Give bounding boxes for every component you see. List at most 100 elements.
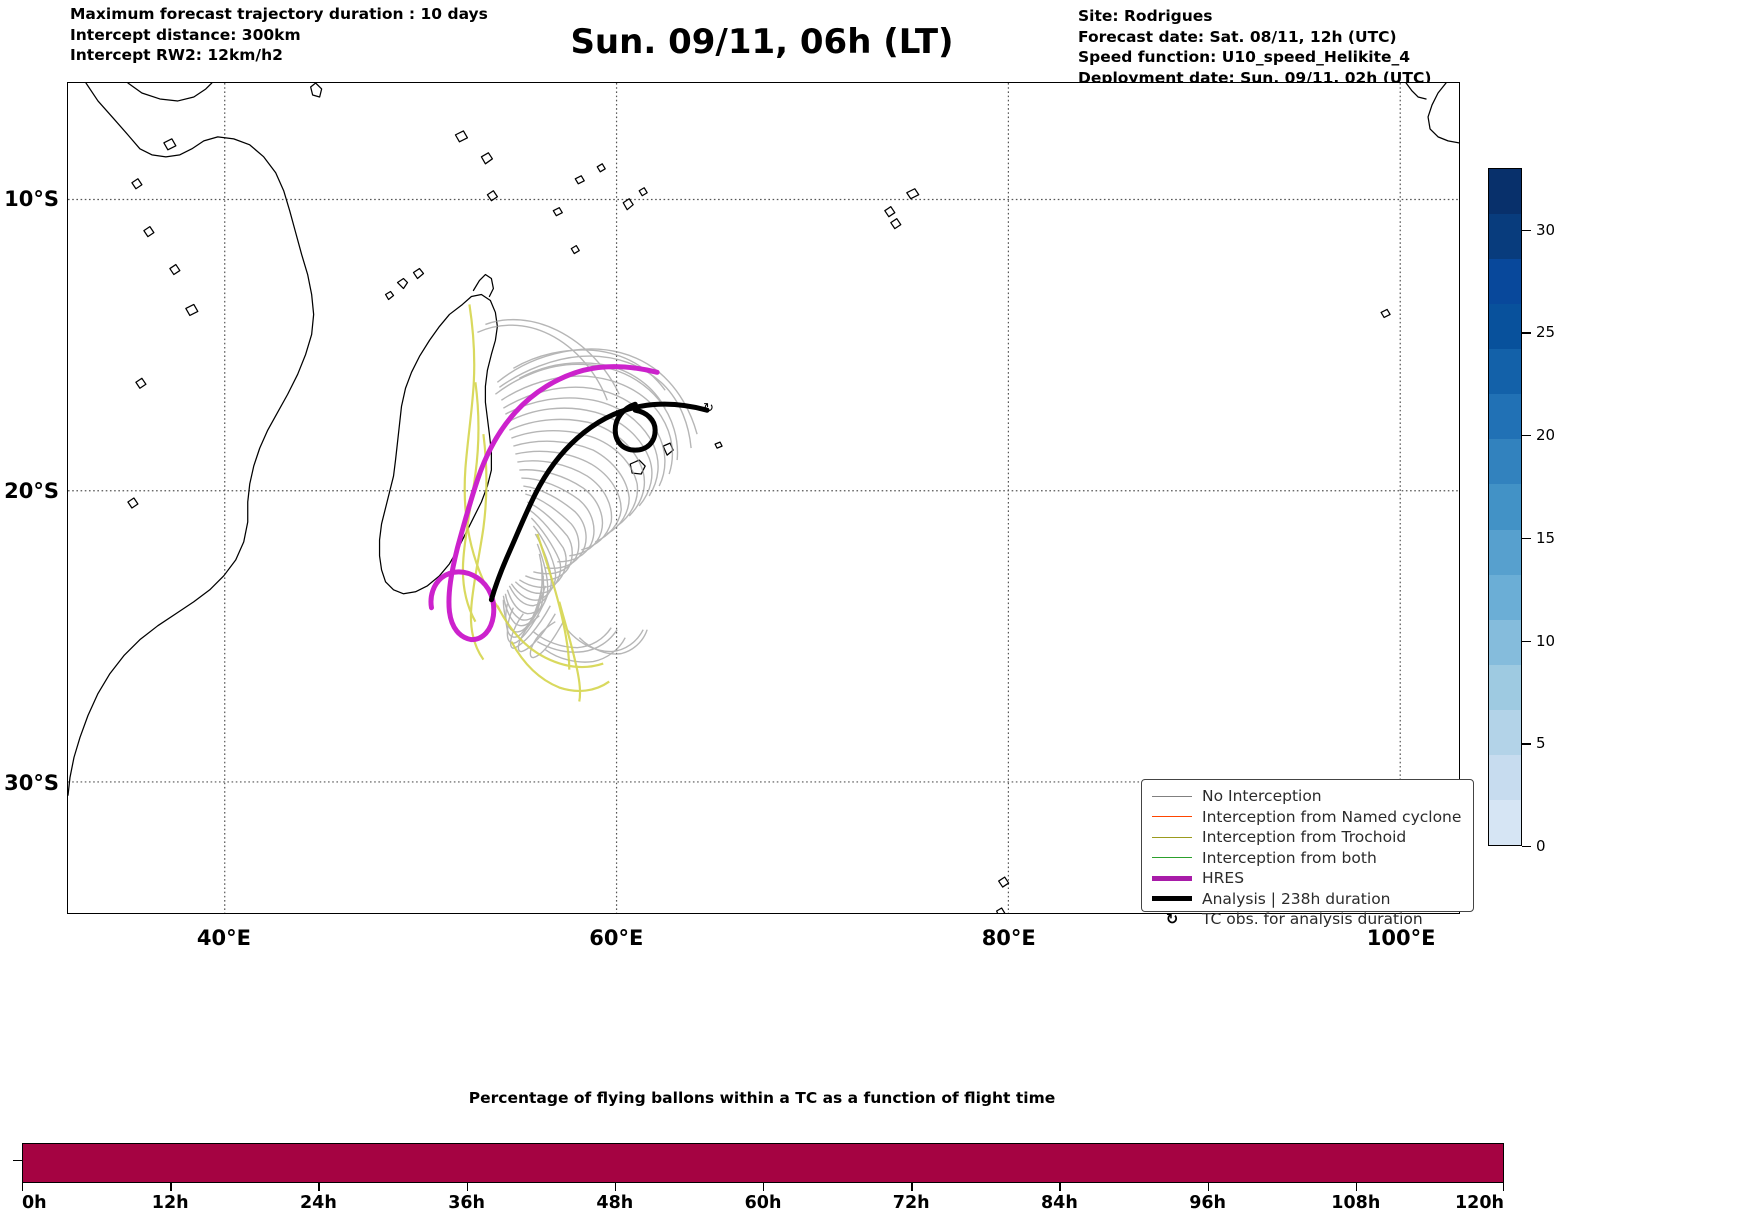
trajectory-map[interactable]: ↻: [67, 82, 1460, 914]
trajectory-hres: [428, 364, 660, 643]
legend-item-no-interception[interactable]: No Interception: [1150, 786, 1463, 807]
percentage-bar-caption: Percentage of flying ballons within a TC…: [468, 1089, 1056, 1107]
latitude-label-20degS: 20°S: [4, 478, 59, 503]
colorbar-tick: [1522, 537, 1531, 540]
legend-color-line: [1152, 857, 1192, 859]
legend-color-line: [1152, 836, 1192, 838]
time-axis-tick: [318, 1183, 320, 1191]
colorbar-segment: [1489, 394, 1521, 440]
cyclone-icon: ↻: [1150, 911, 1194, 927]
colorbar-segment: [1489, 169, 1521, 215]
time-axis-label-72h: 72h: [892, 1193, 930, 1213]
colorbar-segment: [1489, 574, 1521, 620]
time-axis-tick: [170, 1183, 172, 1191]
legend-line-swatch-interception-both: [1150, 857, 1194, 859]
legend-label: No Interception: [1202, 787, 1322, 806]
colorbar-tick-label-15: 15: [1536, 528, 1556, 547]
colorbar-segment: [1489, 439, 1521, 485]
legend-label: HRES: [1202, 869, 1245, 888]
colorbar-segment: [1489, 529, 1521, 575]
ensemble-trajectories-no-interception: [477, 318, 698, 663]
param-max-duration: Maximum forecast trajectory duration : 1…: [70, 5, 488, 23]
colorbar-segment: [1489, 754, 1521, 800]
legend-item-interception-both[interactable]: Interception from both: [1150, 848, 1463, 869]
percentage-bar-fill: [23, 1144, 1503, 1182]
colorbar-segment: [1489, 709, 1521, 755]
time-axis-label-36h: 36h: [448, 1193, 485, 1213]
legend-item-interception-named-cyclone[interactable]: Interception from Named cyclone: [1150, 807, 1463, 828]
legend-color-line: [1152, 875, 1192, 881]
colorbar-tick-label-25: 25: [1536, 323, 1556, 342]
legend-color-line: [1152, 896, 1192, 902]
time-axis-label-84h: 84h: [1040, 1193, 1078, 1213]
legend-label: Interception from both: [1202, 848, 1377, 867]
info-speed-function: Speed function: U10_speed_Helikite_4: [1078, 48, 1411, 66]
longitude-label-80degE: 80°E: [981, 926, 1036, 950]
longitude-label-60degE: 60°E: [589, 926, 644, 950]
colorbar[interactable]: 0 5 10 15 20 25 30: [1488, 168, 1555, 855]
legend-color-line: [1152, 816, 1192, 818]
time-axis-label-0h: 0h: [22, 1193, 47, 1213]
colorbar-tick-label-10: 10: [1536, 631, 1556, 650]
longitude-label-40degE: 40°E: [196, 926, 251, 950]
legend-item-hres[interactable]: HRES: [1150, 868, 1463, 889]
time-axis-label-96h: 96h: [1189, 1193, 1226, 1213]
latitude-label-10degS: 10°S: [4, 186, 59, 211]
legend-line-swatch-no-interception: [1150, 795, 1194, 797]
time-axis-label-108h: 108h: [1331, 1193, 1381, 1213]
time-axis-label-48h: 48h: [596, 1193, 634, 1213]
legend-item-interception-trochoid[interactable]: Interception from Trochoid: [1150, 827, 1463, 848]
latitude-axis-labels: 10°S 20°S 30°S: [0, 0, 59, 1213]
param-intercept-rw2: Intercept RW2: 12km/h2: [70, 46, 283, 64]
tc-obs-marker: ↻: [703, 401, 714, 416]
legend-line-swatch-interception-trochoid: [1150, 836, 1194, 838]
tc-observation-markers: ↻: [703, 401, 714, 416]
time-axis-tick: [614, 1183, 617, 1191]
time-axis-tick: [1207, 1183, 1209, 1191]
longitude-label-100degE: 100°E: [1366, 926, 1436, 950]
legend-color-line: [1152, 795, 1192, 797]
colorbar-segment: [1489, 304, 1521, 350]
time-axis-tick: [763, 1183, 765, 1191]
legend-label: Interception from Named cyclone: [1202, 807, 1462, 826]
time-axis-tick: [466, 1183, 468, 1191]
time-axis-tick: [1355, 1183, 1358, 1191]
legend-item-analysis[interactable]: Analysis | 238h duration: [1150, 889, 1463, 910]
colorbar-tick-label-20: 20: [1536, 426, 1556, 445]
legend-label: Interception from Trochoid: [1202, 828, 1407, 847]
page-title: Sun. 09/11, 06h (LT): [570, 22, 954, 62]
legend-item-tc-observation[interactable]: ↻ TC obs. for analysis duration: [1150, 909, 1463, 930]
colorbar-segment: [1489, 259, 1521, 305]
colorbar-segment: [1489, 799, 1521, 845]
colorbar-tick: [1522, 229, 1531, 232]
colorbar-segment: [1489, 664, 1521, 710]
colorbar-tick: [1522, 435, 1531, 437]
colorbar-title: Named cyclones forecast - Number of GEFS…: [1556, 168, 1752, 846]
colorbar-segment: [1489, 619, 1521, 665]
colorbar-tick-label-5: 5: [1536, 734, 1546, 753]
param-intercept-distance: Intercept distance: 300km: [70, 25, 301, 44]
time-axis-label-120h: 120h: [1455, 1193, 1504, 1213]
time-axis-label-24h: 24h: [299, 1193, 337, 1213]
time-axis-tick: [1059, 1183, 1061, 1191]
percentage-bar[interactable]: [22, 1143, 1504, 1183]
trajectory-analysis: [488, 401, 710, 603]
map-legend[interactable]: No Interception Interception from Named c…: [1141, 779, 1474, 928]
percentage-bar-ytick: [13, 1160, 22, 1162]
legend-line-swatch-hres: [1150, 875, 1194, 881]
colorbar-segment: [1489, 349, 1521, 395]
legend-line-swatch-analysis: [1150, 896, 1194, 902]
trajectories-interception-trochoid: [461, 304, 610, 702]
deployment-info-block: Site: Rodrigues Forecast date: Sat. 08/1…: [1078, 6, 1431, 88]
legend-label: Analysis | 238h duration: [1202, 889, 1391, 908]
time-axis-tick: [1502, 1183, 1504, 1191]
percentage-bar-axis: 0h 12h 24h 36h 48h 60h 72h 84h 96h 108h 120h: [22, 1183, 1504, 1213]
graticule-lines: [68, 83, 1459, 913]
time-axis-tick: [911, 1183, 913, 1191]
colorbar-tick-label-0: 0: [1536, 837, 1546, 855]
info-site: Site: Rodrigues: [1078, 7, 1213, 25]
colorbar-tick: [1522, 332, 1531, 334]
info-forecast-date: Forecast date: Sat. 08/11, 12h (UTC): [1078, 27, 1397, 46]
map-canvas: ↻: [68, 83, 1459, 913]
colorbar-tick-label-30: 30: [1536, 220, 1556, 239]
